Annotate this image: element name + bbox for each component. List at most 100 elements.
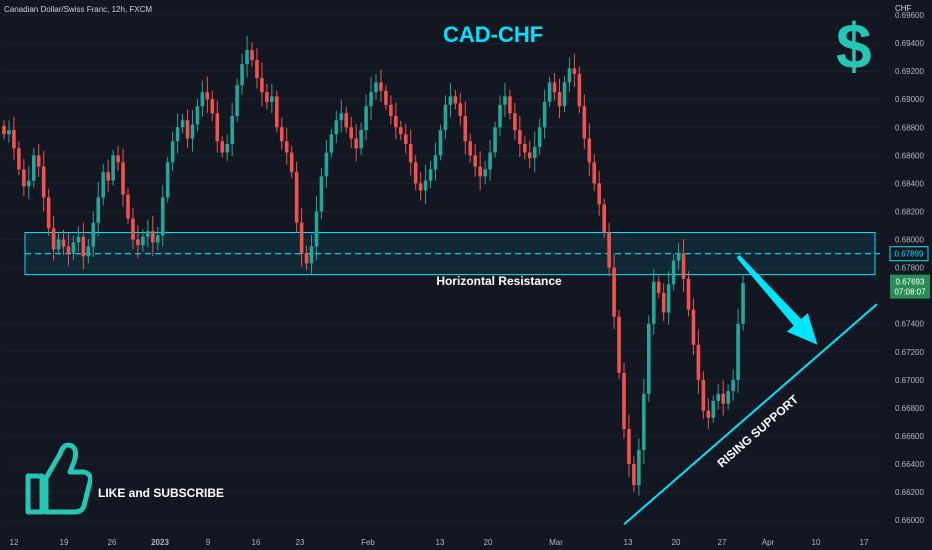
candle xyxy=(136,225,140,259)
candle xyxy=(458,92,463,126)
candle xyxy=(240,53,244,95)
candle xyxy=(185,109,190,148)
time-tick-label: Mar xyxy=(549,538,563,547)
candle xyxy=(27,166,31,200)
candle xyxy=(394,102,398,140)
candle-body xyxy=(557,92,562,107)
candle xyxy=(493,121,497,158)
candle-body xyxy=(131,218,135,240)
candle xyxy=(215,100,220,153)
candle xyxy=(423,165,428,205)
candle-body xyxy=(319,176,324,212)
candle xyxy=(413,154,418,191)
candle-body xyxy=(96,197,101,223)
candle xyxy=(146,219,150,248)
candle-body xyxy=(190,124,195,139)
candle-body xyxy=(656,281,661,293)
candle-body xyxy=(41,166,46,198)
price-axis[interactable]: 0.69600 0.69400 0.69200 0.69000 0.68800 0.686… xyxy=(895,11,924,525)
candle xyxy=(225,134,229,162)
candle xyxy=(716,384,721,410)
candle xyxy=(453,89,458,110)
candle-body xyxy=(523,144,527,153)
candle-body xyxy=(399,127,403,135)
candle xyxy=(537,118,542,155)
candle xyxy=(270,83,274,114)
candle-body xyxy=(116,155,120,163)
candle xyxy=(478,151,482,191)
candle-body xyxy=(180,120,185,128)
candle-body xyxy=(27,180,31,187)
candle-body xyxy=(329,134,334,153)
candle-body xyxy=(413,162,418,184)
candle xyxy=(656,276,661,298)
candle xyxy=(607,222,611,277)
candle-body xyxy=(146,231,150,237)
time-tick-label: 20 xyxy=(672,538,681,547)
time-tick-label: 16 xyxy=(252,538,261,547)
candle xyxy=(508,89,512,120)
arrow-icon xyxy=(736,255,818,345)
candle-body xyxy=(537,127,542,147)
candle xyxy=(518,115,522,158)
candle xyxy=(245,35,249,78)
candle-body xyxy=(463,116,468,142)
thumbs-up-icon[interactable] xyxy=(22,436,92,518)
candle xyxy=(200,80,205,117)
candle-body xyxy=(508,96,512,114)
candle-body xyxy=(473,155,477,167)
time-tick-label: 10 xyxy=(812,538,821,547)
candle xyxy=(220,135,225,158)
candle xyxy=(170,131,175,171)
candle-body xyxy=(389,104,393,117)
candle xyxy=(76,226,81,252)
candle-body xyxy=(101,172,105,198)
candle-body xyxy=(309,246,314,264)
candle-body xyxy=(418,183,423,191)
candle-body xyxy=(126,194,130,219)
candle xyxy=(736,309,740,393)
candle xyxy=(374,73,378,100)
candle xyxy=(96,182,101,237)
candle xyxy=(81,222,86,270)
candle-body xyxy=(66,246,71,254)
candle-body xyxy=(572,68,577,74)
candle xyxy=(260,62,264,107)
candle xyxy=(448,82,453,117)
price-tick-label: 0.69600 xyxy=(895,11,924,20)
rising-support-line xyxy=(623,303,878,526)
candle xyxy=(602,198,606,238)
candle xyxy=(661,283,666,322)
price-tick-label: 0.66400 xyxy=(895,460,924,469)
candle-body xyxy=(289,152,294,173)
axis-unit-label: CHF xyxy=(895,4,912,13)
price-tick-label: 0.68800 xyxy=(895,123,924,132)
candle-body xyxy=(195,106,200,125)
candle xyxy=(627,414,631,478)
time-tick-label: 20 xyxy=(484,538,493,547)
candle xyxy=(542,89,547,139)
candle xyxy=(299,208,304,267)
candle-body xyxy=(453,96,458,104)
candle-body xyxy=(324,152,329,177)
candle xyxy=(577,66,582,114)
candle-body xyxy=(12,130,16,149)
candle-body xyxy=(304,253,309,264)
candle xyxy=(31,147,36,188)
candle xyxy=(622,362,626,439)
candle xyxy=(329,128,334,158)
time-axis[interactable]: 12 19 26 2023 9 16 23 Feb 13 20 Mar 13 20 27 Apr 10 17 xyxy=(10,538,869,547)
candle-body xyxy=(170,141,175,163)
candle-body xyxy=(394,116,398,128)
candle-body xyxy=(314,211,319,247)
price-tick-label: 0.68000 xyxy=(895,236,924,245)
candle xyxy=(180,113,185,134)
like-subscribe-label[interactable]: LIKE and SUBSCRIBE xyxy=(98,486,225,500)
candles-group xyxy=(2,35,745,496)
candle xyxy=(369,76,373,121)
candle-body xyxy=(2,125,6,135)
candle-body xyxy=(220,141,225,153)
candle xyxy=(344,106,349,134)
candle xyxy=(36,143,41,177)
candle-body xyxy=(681,253,686,279)
